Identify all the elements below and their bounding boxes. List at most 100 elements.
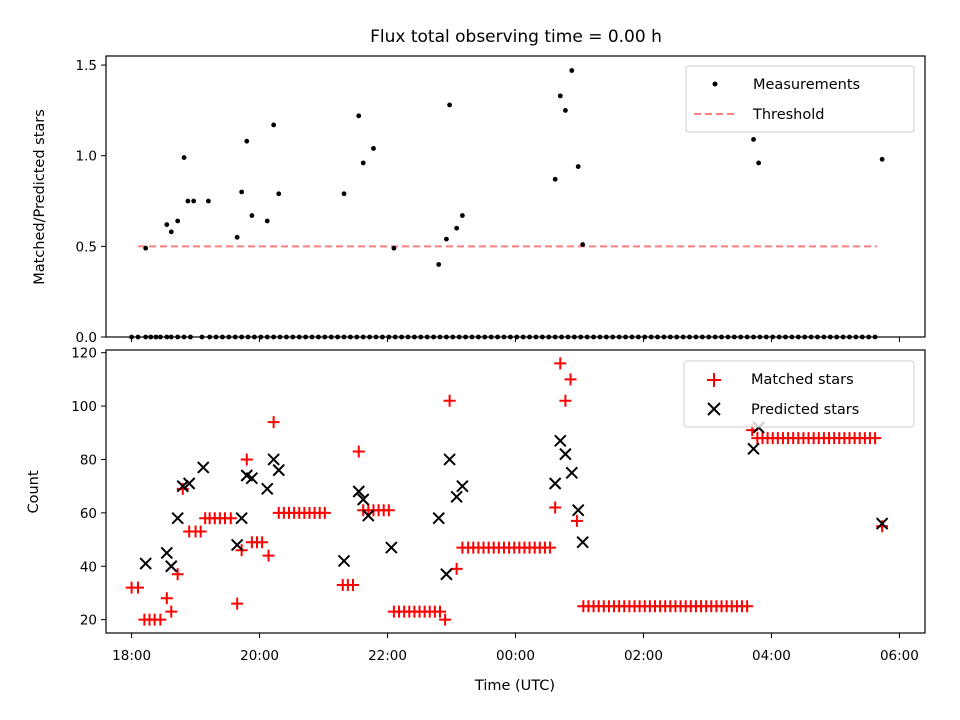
predicted-star-point [160, 546, 173, 560]
measurement-point [756, 160, 762, 166]
ratio-plot-legend: Measurements Threshold [685, 65, 915, 133]
legend-threshold-label: Threshold [752, 107, 824, 123]
count-plot-y-axis: 20 40 60 80 100 120 [71, 346, 106, 629]
y-tick-label: 20 [80, 613, 97, 629]
matched-star-point [194, 525, 207, 538]
measurement-point [443, 236, 449, 242]
legend-matched-label: Matched stars [751, 372, 854, 388]
predicted-star-point [165, 560, 178, 573]
ratio-plot-y-label: Matched/Predicted stars [32, 109, 48, 285]
predicted-star-point [139, 557, 152, 570]
matched-star-point [382, 504, 395, 517]
y-tick-label: 100 [71, 399, 97, 415]
measurement-point [271, 122, 277, 128]
measurement-point [164, 222, 170, 228]
legend-matched-marker [707, 373, 721, 387]
measurement-point [552, 176, 558, 182]
matched-star-point [131, 581, 144, 594]
measurement-point [239, 189, 245, 195]
predicted-star-point [352, 485, 365, 498]
measurement-point [563, 107, 568, 113]
predicted-star-point [362, 509, 375, 522]
ratio-plot: 0.0 0.5 1.0 1.5 Matched/Predicted stars Mea… [32, 55, 926, 346]
count-plot-x-label: Time (UTC) [474, 678, 555, 694]
predicted-star-point [565, 466, 579, 480]
count-plot-legend: Matched stars Predicted stars [683, 360, 915, 428]
matched-star-point [240, 453, 253, 466]
ratio-plot-y-axis: 0.0 0.5 1.0 1.5 [76, 58, 106, 346]
predicted-star-point [261, 482, 274, 496]
matched-star-point [554, 357, 567, 370]
matched-star-point [570, 514, 583, 527]
count-plot-y-label: Count [26, 470, 42, 513]
measurement-point [143, 245, 149, 251]
measurement-point [360, 160, 366, 166]
matched-star-point [564, 373, 577, 386]
x-tick-label: 00:00 [496, 648, 535, 664]
y-tick-label: 80 [80, 452, 97, 468]
count-plot-legend-box [683, 360, 915, 428]
matched-star-point [549, 501, 562, 514]
y-tick-label: 40 [80, 559, 97, 575]
measurement-point [185, 198, 191, 204]
matched-star-point [450, 562, 463, 575]
measurement-point [356, 113, 362, 119]
measurement-point [168, 229, 174, 235]
x-tick-label: 22:00 [368, 648, 407, 664]
matched-star-point [231, 597, 244, 610]
predicted-star-point [230, 538, 244, 552]
predicted-star-point [432, 511, 445, 525]
predicted-star-point [385, 541, 398, 554]
matched-star-point [267, 416, 280, 429]
predicted-star-point [571, 503, 585, 517]
measurement-point [454, 225, 460, 231]
matched-star-point [346, 578, 359, 591]
measurement-point [557, 93, 563, 99]
predicted-star-point [171, 511, 184, 525]
predicted-star-point [443, 453, 456, 466]
measurement-point [391, 245, 397, 251]
measurement-point [580, 242, 586, 247]
measurement-point [751, 136, 756, 142]
legend-measurements-label: Measurements [753, 77, 860, 93]
predicted-star-point [747, 442, 760, 455]
legend-predicted-marker [707, 402, 721, 416]
matched-star-point [433, 605, 446, 618]
count-plot-data [125, 357, 889, 626]
y-tick-label: 0.5 [76, 239, 97, 255]
chart-title: Flux total observing time = 0.00 h [370, 27, 662, 47]
measurement-point [371, 146, 376, 151]
measurement-point [436, 262, 442, 267]
legend-predicted-label: Predicted stars [751, 402, 859, 418]
measurement-point [459, 213, 465, 218]
matched-star-point [443, 394, 456, 407]
predicted-star-point [176, 479, 189, 493]
measurement-point [264, 218, 270, 224]
matched-star-point [165, 605, 178, 618]
measurement-point [244, 138, 250, 144]
matched-star-point [544, 541, 557, 554]
predicted-star-point [272, 463, 285, 477]
count-plot: 20 40 60 80 100 120 18:00 20:00 22:00 00:00 02:00… [26, 346, 926, 694]
count-plot-x-axis: 18:00 20:00 22:00 00:00 02:00 04:00 06:00 [112, 633, 919, 664]
x-tick-label: 04:00 [752, 648, 791, 664]
measurement-point [575, 164, 581, 169]
measurement-point [181, 155, 187, 160]
measurement-point [191, 198, 197, 204]
measurement-point [276, 191, 282, 197]
matched-star-point [224, 512, 237, 525]
matched-star-point [256, 536, 269, 549]
predicted-star-point [357, 493, 370, 506]
measurement-point [205, 198, 211, 204]
measurement-point [447, 102, 452, 108]
matched-star-point [869, 432, 882, 445]
legend-measurements-marker [712, 81, 718, 87]
ratio-plot-data [129, 68, 885, 340]
x-tick-label: 20:00 [240, 648, 279, 664]
matched-star-point [559, 394, 572, 407]
matched-star-point [262, 549, 275, 562]
predicted-star-point [548, 477, 562, 490]
x-tick-label: 18:00 [112, 648, 151, 664]
y-tick-label: 1.0 [76, 149, 97, 165]
y-tick-label: 60 [80, 506, 97, 522]
